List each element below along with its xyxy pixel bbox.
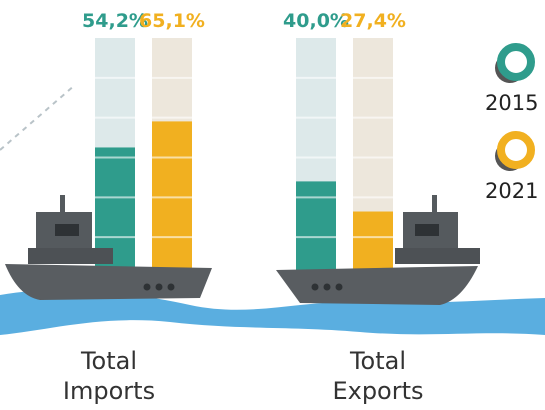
value-label: 27,4% — [340, 10, 406, 32]
category-label: Total Exports — [318, 346, 438, 406]
infographic: 54,2%65,1%40,0%27,4% 2015 2021 Total Impo… — [0, 0, 545, 410]
value-label: 65,1% — [139, 10, 205, 32]
decor-dash — [0, 85, 75, 150]
bar — [152, 121, 192, 277]
legend-label: 2021 — [485, 179, 538, 203]
legend-marker — [501, 135, 531, 165]
legend-marker — [501, 47, 531, 77]
bar — [296, 181, 336, 277]
legend: 2015 2021 — [485, 47, 538, 203]
bar — [353, 212, 393, 277]
legend-label: 2015 — [485, 91, 538, 115]
category-label: Total Imports — [49, 346, 169, 406]
bar-layer: 54,2%65,1%40,0%27,4% — [82, 10, 406, 277]
